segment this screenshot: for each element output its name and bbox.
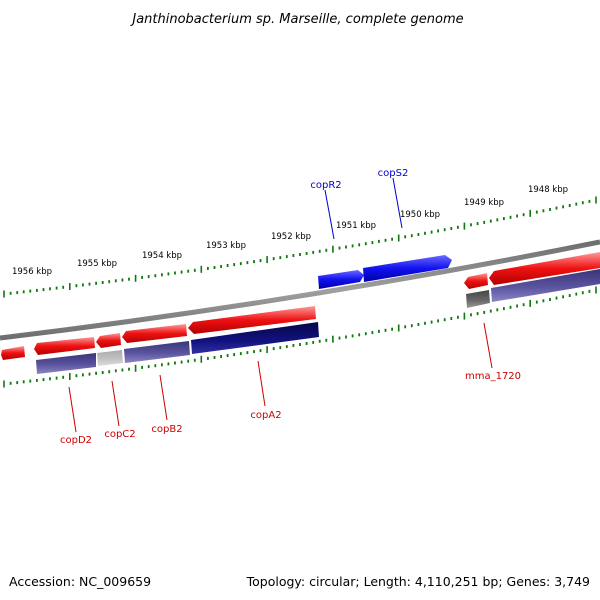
- ruler-label: 1951 kbp: [336, 221, 376, 231]
- leader-line-copA2: [257, 360, 266, 407]
- gene-label-leaders: [68, 177, 493, 433]
- feature-bar-copA2: [191, 322, 319, 354]
- reverse-strand-genes: [318, 255, 452, 289]
- ruler-label: 1949 kbp: [464, 198, 504, 208]
- gene-arrow-copD2[interactable]: [34, 337, 95, 355]
- leader-line-copC2: [111, 380, 120, 427]
- gene-label-copC2[interactable]: copC2: [104, 429, 135, 440]
- gene-label-copR2[interactable]: copR2: [310, 180, 341, 191]
- feature-bar: [491, 269, 600, 302]
- feature-bar-mma_1720: [466, 290, 490, 308]
- forward-strand-genes: [1, 252, 600, 360]
- gene-arrow-mma_1720[interactable]: [464, 273, 488, 289]
- ruler-label: 1950 kbp: [400, 210, 440, 220]
- ruler-ticks-upper: [3, 196, 597, 298]
- gene-label-mma_1720[interactable]: mma_1720: [465, 371, 521, 382]
- gene-arrow-copB2[interactable]: [122, 324, 187, 343]
- gene-arrow-copA2[interactable]: [188, 306, 316, 334]
- gene-arrow[interactable]: [1, 346, 25, 360]
- ruler-label: 1954 kbp: [142, 251, 182, 261]
- feature-bar-copB2: [124, 341, 190, 363]
- feature-bar-copC2: [97, 350, 123, 366]
- feature-bars: [36, 269, 600, 374]
- gene-label-copB2[interactable]: copB2: [151, 424, 182, 435]
- gene-labels: copR2 copS2 copD2 copC2 copB2 copA2 mma_…: [60, 168, 521, 446]
- gene-label-copS2[interactable]: copS2: [378, 168, 409, 179]
- leader-line-copB2: [159, 374, 168, 421]
- leader-line-copD2: [68, 386, 77, 433]
- gene-label-copA2[interactable]: copA2: [250, 410, 281, 421]
- ruler-label: 1952 kbp: [271, 232, 311, 242]
- ruler-ticks-lower: [3, 286, 597, 388]
- ruler-label: 1956 kbp: [12, 267, 52, 277]
- genome-backbone: [0, 239, 600, 341]
- gene-arrow-copR2[interactable]: [318, 270, 364, 289]
- gene-arrow-copC2[interactable]: [96, 333, 121, 348]
- ruler-labels: 1956 kbp 1955 kbp 1954 kbp 1953 kbp 1952…: [12, 185, 568, 277]
- ruler-label: 1953 kbp: [206, 241, 246, 251]
- ruler-label: 1948 kbp: [528, 185, 568, 195]
- gene-label-copD2[interactable]: copD2: [60, 435, 92, 446]
- leader-line-copR2: [324, 189, 335, 240]
- leader-line-copS2: [392, 177, 403, 229]
- gene-arrow[interactable]: [489, 252, 600, 285]
- leader-line-mma_1720: [483, 322, 493, 369]
- ruler-label: 1955 kbp: [77, 259, 117, 269]
- feature-bar-copD2: [36, 353, 96, 374]
- genome-summary-text: Topology: circular; Length: 4,110,251 bp…: [246, 574, 590, 589]
- accession-text: Accession: NC_009659: [9, 574, 152, 589]
- map-title: Janthinobacterium sp. Marseille, complet…: [129, 12, 463, 27]
- gene-arrow-copS2[interactable]: [363, 255, 452, 282]
